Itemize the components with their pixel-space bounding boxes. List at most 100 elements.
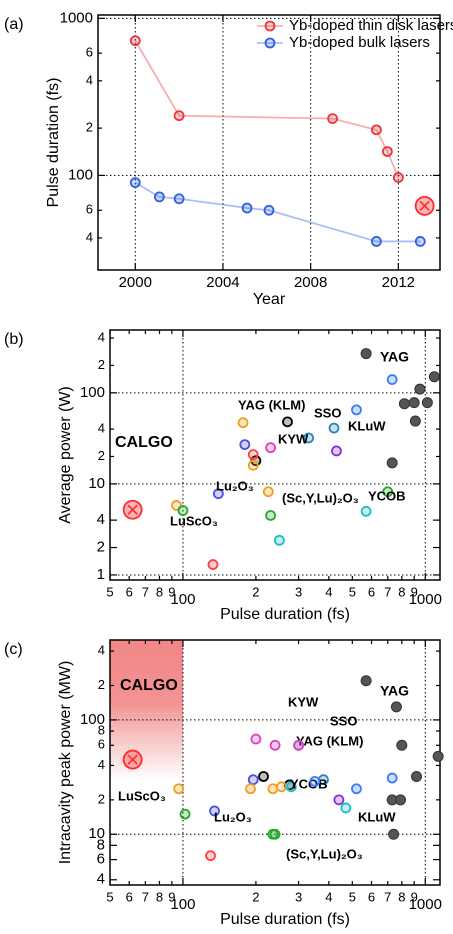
data-point: [360, 505, 372, 517]
data-point: [328, 422, 340, 434]
data-point: [173, 783, 185, 795]
plot-frame: [109, 329, 441, 581]
y-tick-label: 6: [86, 202, 93, 217]
marker-cross: [419, 200, 430, 211]
x-tick-label: 2008: [294, 274, 327, 291]
data-point: [382, 486, 394, 498]
data-point: [351, 404, 362, 416]
data-point: [237, 417, 249, 429]
series-label: KLuW: [348, 418, 386, 433]
series-label: KYW: [278, 431, 309, 446]
y-tick-label: 6: [98, 737, 105, 752]
y-tick-label: 2: [97, 539, 105, 556]
series-label: CALGO: [115, 434, 173, 451]
data-point: [411, 771, 423, 783]
x-tick-label: 7: [142, 584, 149, 599]
x-tick-label: 1000: [409, 591, 442, 608]
data-point: [239, 439, 251, 451]
x-tick-label: 7: [384, 584, 391, 599]
y-tick-label: 2: [98, 448, 105, 463]
x-tick-label: 6: [126, 889, 133, 904]
x-tick-label: 8: [156, 889, 163, 904]
data-point: [209, 805, 220, 817]
data-point: [396, 739, 408, 751]
x-tick-label: 5: [349, 889, 356, 904]
y-axis-label: Pulse duration (fs): [45, 78, 62, 208]
x-axis-label: Pulse duration (fs): [220, 606, 350, 623]
data-point: [267, 783, 279, 795]
series-label: YCOB: [368, 488, 406, 503]
y-tick-label: 6: [97, 851, 105, 868]
series-label: CALGO: [120, 677, 178, 694]
x-tick-label: 100: [170, 896, 195, 913]
legend-marker: [264, 37, 276, 49]
legend-label: Yb-doped bulk lasers: [289, 34, 430, 51]
series-label: YAG (KLM): [296, 733, 363, 748]
data-point: [247, 459, 259, 471]
x-tick-label: 9: [168, 584, 175, 599]
data-point: [408, 397, 420, 409]
x-tick-label: 5: [106, 584, 113, 599]
data-point: [129, 177, 141, 189]
x-tick-label: 100: [170, 591, 195, 608]
data-point: [263, 204, 275, 216]
data-point: [247, 774, 259, 786]
data-point: [432, 750, 444, 762]
data-point: [177, 505, 189, 516]
y-tick-label: 4: [98, 757, 105, 772]
x-tick-label: 3: [295, 889, 302, 904]
data-point: [129, 35, 141, 47]
data-point: [212, 488, 224, 500]
y-tick-label: 1000: [60, 9, 93, 26]
y-tick-label: 4: [97, 511, 105, 528]
data-point: [173, 110, 185, 122]
data-point: [327, 113, 338, 124]
y-axis-label: Intracavity peak power (MW): [57, 661, 74, 865]
data-point: [245, 783, 256, 795]
x-tick-label: 6: [126, 584, 133, 599]
series-line: [134, 181, 421, 243]
series-label: (Sc,Y,Lu)₂O₃: [286, 846, 363, 861]
x-tick-label: 4: [325, 584, 332, 599]
data-point: [293, 739, 304, 751]
panel-label: (b): [4, 331, 24, 348]
data-point: [333, 794, 345, 806]
y-axis-label: Average power (W): [57, 386, 74, 524]
data-point: [331, 445, 342, 457]
data-point: [371, 236, 382, 247]
data-point: [414, 383, 426, 395]
x-tick-label: 2004: [206, 274, 239, 291]
y-tick-label: 4: [86, 72, 93, 87]
panel-label: (c): [4, 641, 23, 658]
x-tick-label: 8: [398, 889, 405, 904]
data-point: [381, 146, 393, 157]
data-point: [414, 195, 435, 216]
data-point: [285, 781, 297, 793]
y-tick-label: 4: [86, 229, 93, 244]
series-label: LuScO₃: [118, 788, 166, 803]
data-point: [386, 374, 398, 385]
data-point: [388, 828, 400, 840]
data-point: [179, 808, 191, 820]
series-label: (Sc,Y,Lu)₂O₃: [282, 490, 359, 505]
data-point: [173, 193, 185, 205]
y-tick-label: 100: [80, 711, 105, 728]
y-tick-label: 2: [98, 677, 105, 692]
y-tick-label: 2: [98, 791, 105, 806]
series-label: YAG: [380, 683, 409, 699]
data-point: [414, 236, 426, 247]
y-tick-label: 4: [98, 643, 105, 658]
panel-label: (a): [4, 16, 24, 33]
data-point: [390, 701, 402, 713]
data-point: [207, 559, 219, 570]
series-label: YCOB: [290, 776, 328, 791]
plot-frame: [97, 14, 441, 271]
data-point: [428, 371, 440, 383]
plot-frame: [109, 639, 441, 886]
data-point: [269, 739, 281, 751]
x-tick-label: 3: [295, 584, 302, 599]
data-point: [122, 499, 143, 520]
x-axis-label: Pulse duration (fs): [220, 911, 350, 928]
x-tick-label: 8: [156, 584, 163, 599]
